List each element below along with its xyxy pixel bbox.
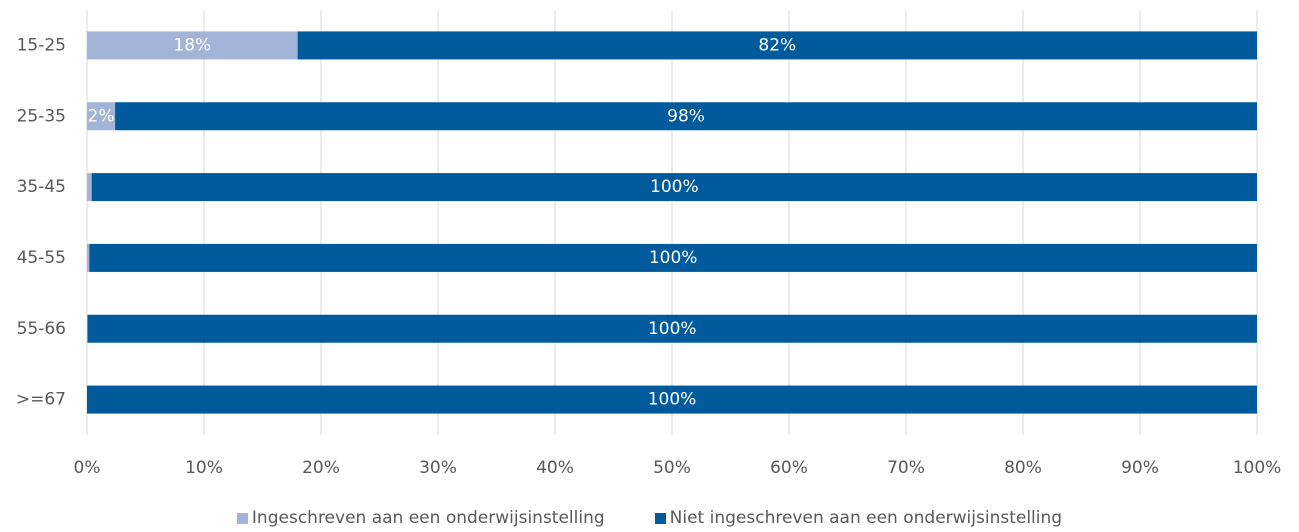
bar-segment xyxy=(87,314,88,343)
data-label: 98% xyxy=(667,106,705,126)
bar-segment xyxy=(87,173,92,202)
bar-segment xyxy=(115,102,1258,131)
x-tick-label: 100% xyxy=(1233,458,1282,478)
category-label: 25-35 xyxy=(17,106,66,126)
x-tick-label: 40% xyxy=(536,458,574,478)
x-tick-label: 20% xyxy=(302,458,340,478)
data-label: 100% xyxy=(648,390,697,410)
bar-segment xyxy=(89,243,1258,272)
category-label: 15-25 xyxy=(17,35,66,55)
legend: Ingeschreven aan een onderwijsinstelling… xyxy=(0,506,1299,530)
x-tick-label: 80% xyxy=(1004,458,1042,478)
data-label: 100% xyxy=(650,177,699,197)
bar-segment xyxy=(87,31,298,60)
category-label: 45-55 xyxy=(17,248,66,268)
data-label: 2% xyxy=(88,106,115,126)
data-label: 82% xyxy=(758,35,796,55)
bar-segment xyxy=(87,243,90,272)
x-tick-label: 70% xyxy=(887,458,925,478)
data-label: 100% xyxy=(649,248,698,268)
legend-label-ingeschreven: Ingeschreven aan een onderwijsinstelling xyxy=(251,508,605,528)
x-tick-label: 30% xyxy=(419,458,457,478)
bar-segment xyxy=(87,314,1258,343)
legend-label-niet-ingeschreven: Niet ingeschreven aan een onderwijsinste… xyxy=(669,508,1063,528)
bar-segment xyxy=(87,385,1257,414)
x-tick-label: 90% xyxy=(1121,458,1159,478)
legend-swatch-niet-ingeschreven xyxy=(654,512,666,524)
data-label: 18% xyxy=(173,35,211,55)
legend-swatch-ingeschreven xyxy=(236,512,248,524)
legend-item-ingeschreven: Ingeschreven aan een onderwijsinstelling xyxy=(236,508,605,528)
x-tick-label: 0% xyxy=(74,458,101,478)
data-label: 100% xyxy=(648,319,697,339)
bar-segment xyxy=(87,102,116,131)
category-label: 35-45 xyxy=(17,177,66,197)
x-tick-label: 10% xyxy=(185,458,223,478)
bar-segment xyxy=(91,173,1257,202)
category-label: >=67 xyxy=(16,390,66,410)
legend-item-niet-ingeschreven: Niet ingeschreven aan een onderwijsinste… xyxy=(654,508,1063,528)
category-label: 55-66 xyxy=(17,319,66,339)
bar-segment xyxy=(297,31,1258,60)
x-tick-label: 50% xyxy=(653,458,691,478)
x-tick-label: 60% xyxy=(770,458,808,478)
